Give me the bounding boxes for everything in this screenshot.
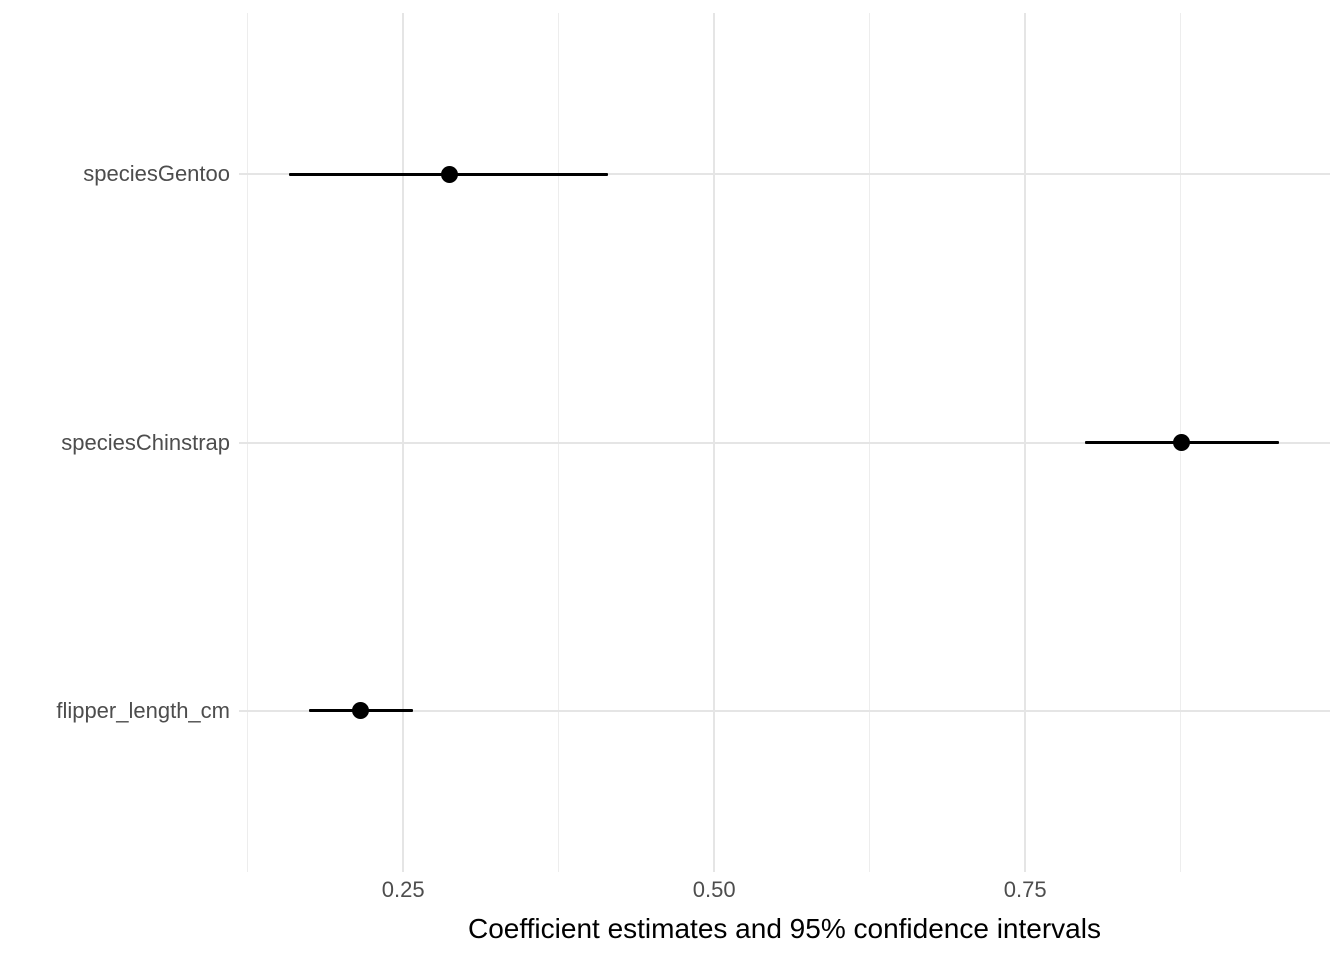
x-axis-title: Coefficient estimates and 95% confidence… xyxy=(468,913,1101,944)
gridline-major-horizontal xyxy=(239,173,1330,176)
y-axis-label: flipper_length_cm xyxy=(56,697,230,723)
gridline-major-horizontal xyxy=(239,709,1330,712)
estimate-point xyxy=(1173,434,1191,451)
x-axis-tick-label: 0.50 xyxy=(692,877,736,902)
y-axis-label: speciesChinstrap xyxy=(61,429,230,455)
plot-panel xyxy=(239,13,1330,872)
estimate-point xyxy=(440,165,458,183)
estimate-point xyxy=(352,702,370,720)
x-axis-tick-label: 0.25 xyxy=(381,877,425,902)
x-axis-tick-label: 0.75 xyxy=(1003,877,1047,902)
gridline-major-horizontal xyxy=(239,441,1330,444)
y-axis-label: speciesGentoo xyxy=(83,161,230,187)
